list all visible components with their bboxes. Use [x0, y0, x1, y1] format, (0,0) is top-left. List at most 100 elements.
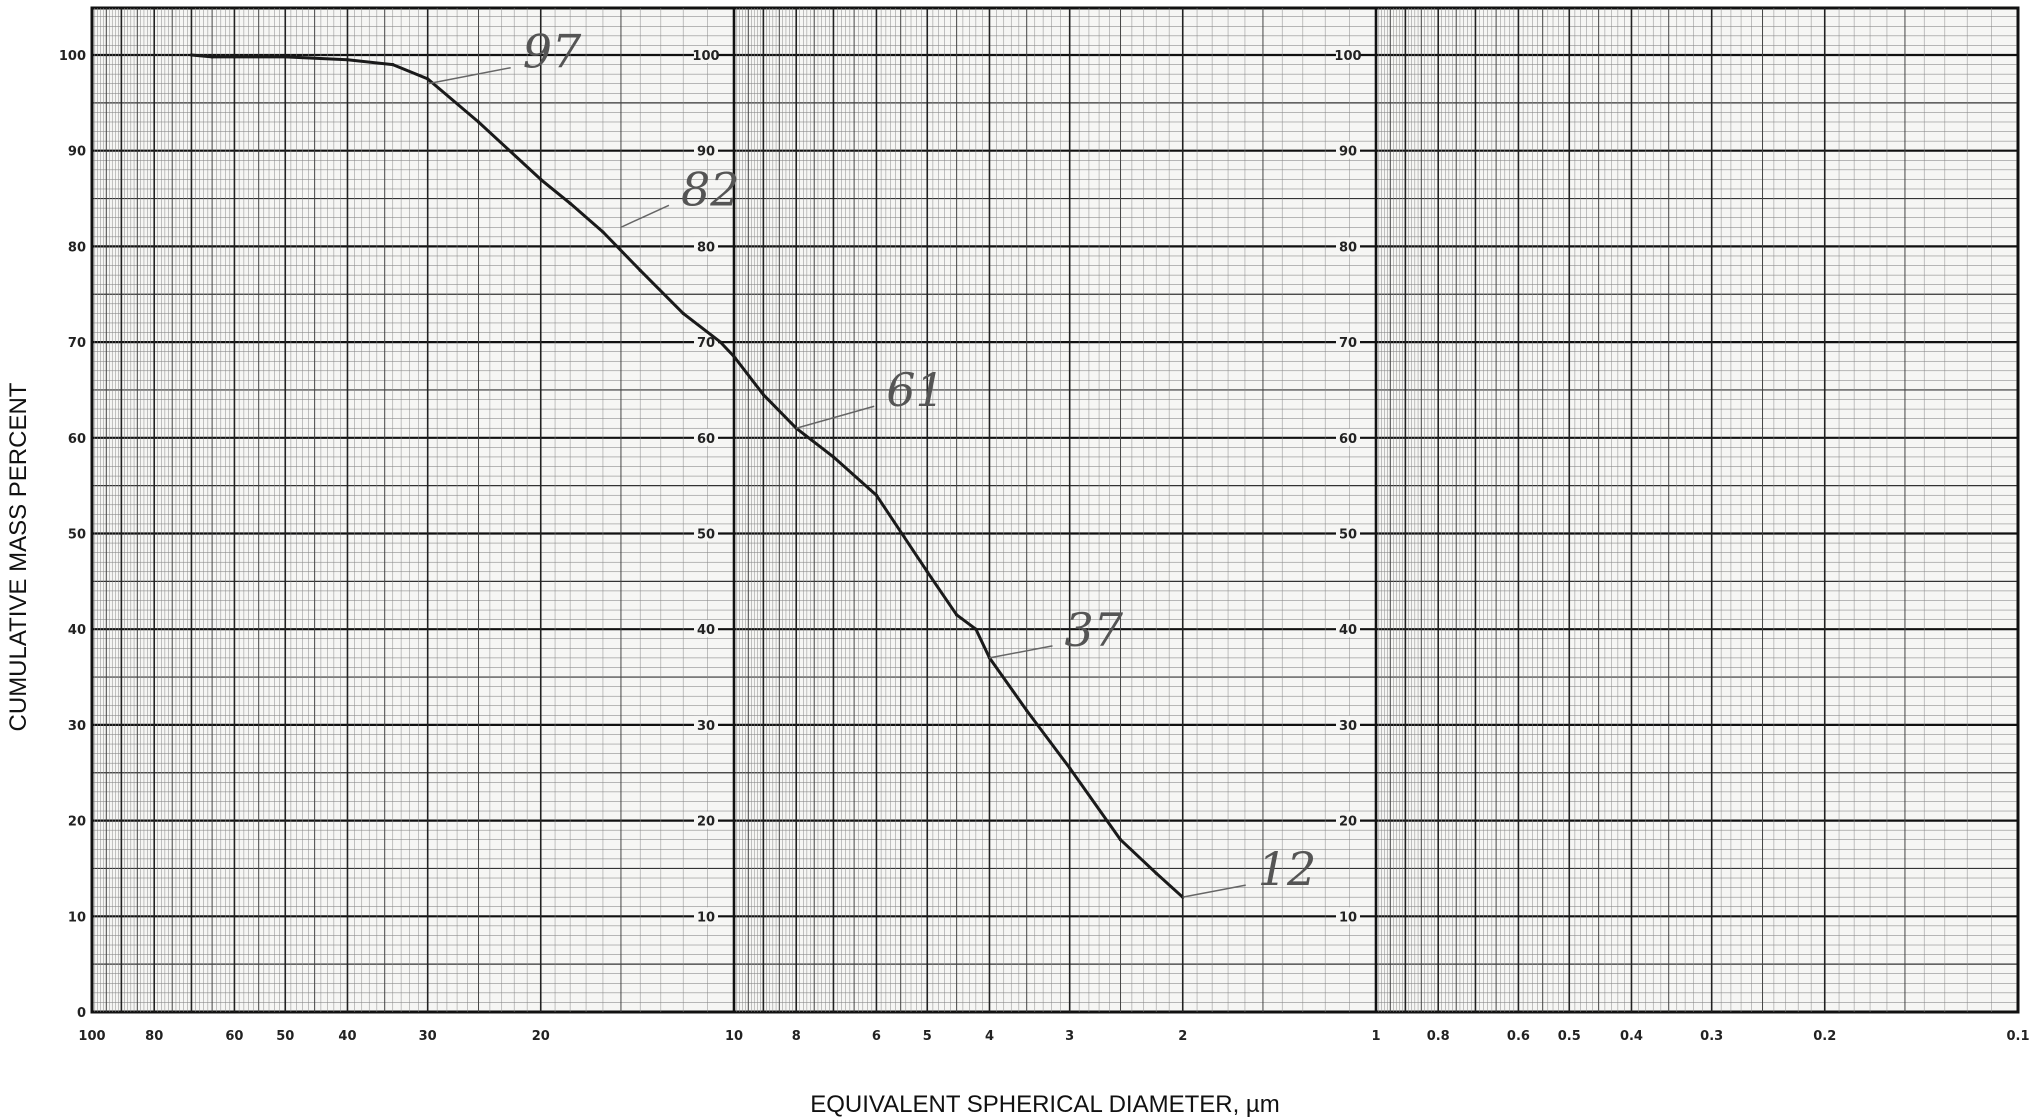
- x-tick-label: 0.2: [1813, 1029, 1836, 1044]
- x-tick-label: 8: [792, 1029, 801, 1044]
- x-tick-label: 6: [872, 1029, 881, 1044]
- y-tick-label: 20: [68, 815, 86, 830]
- annotation-leader: [1182, 884, 1246, 898]
- inner-y-label: 60: [1339, 432, 1357, 447]
- data-point: [925, 570, 929, 574]
- inner-label-bg: [1336, 46, 1360, 63]
- inner-label-bg: [694, 620, 718, 638]
- annotation-label: 82: [681, 162, 740, 216]
- annotation-label: 12: [1258, 842, 1317, 896]
- x-tick-label: 30: [419, 1029, 437, 1044]
- data-point: [874, 493, 879, 497]
- inner-label-bg: [694, 907, 718, 925]
- data-point: [601, 230, 605, 234]
- inner-y-label: 80: [1339, 240, 1357, 255]
- data-point: [974, 627, 978, 631]
- inner-y-label: 40: [1339, 623, 1357, 638]
- data-point: [761, 393, 765, 397]
- inner-y-label: 20: [1339, 815, 1357, 830]
- inner-label-bg: [1336, 715, 1360, 733]
- x-tick-label: 10: [725, 1029, 743, 1044]
- x-tick-label: 100: [78, 1029, 105, 1044]
- inner-y-label: 100: [692, 49, 719, 64]
- annotation-label: 61: [886, 363, 945, 417]
- data-point: [232, 55, 237, 59]
- data-point: [1068, 766, 1072, 770]
- inner-y-label: 80: [697, 240, 715, 255]
- inner-y-label: 70: [1339, 336, 1357, 351]
- inner-y-label: 90: [1339, 145, 1357, 160]
- data-point: [638, 268, 642, 272]
- data-point: [476, 120, 481, 124]
- data-point: [345, 58, 350, 62]
- annotation-label: 37: [1064, 603, 1123, 657]
- annotations: 97 82 61 37 12: [427, 25, 1317, 898]
- data-point: [189, 53, 194, 57]
- data-point: [681, 311, 685, 315]
- x-tick-label: 80: [145, 1029, 163, 1044]
- data-point: [568, 201, 572, 205]
- inner-label-bg: [1336, 237, 1360, 255]
- data-point: [391, 62, 395, 67]
- inner-y-label: 30: [1339, 719, 1357, 734]
- data-point: [426, 77, 430, 81]
- inner-y-label: 10: [1339, 910, 1357, 925]
- annotation-leader: [620, 204, 670, 228]
- inner-y-label: 50: [1339, 528, 1357, 543]
- inner-label-bg: [1336, 524, 1360, 542]
- data-series: [189, 53, 1185, 899]
- y-tick-label: 10: [68, 910, 86, 925]
- x-tick-label: 4: [985, 1029, 994, 1044]
- inner-label-bg: [1336, 428, 1360, 446]
- inner-label-bg: [1336, 811, 1360, 829]
- inner-y-label: 20: [697, 815, 715, 830]
- data-point: [210, 55, 214, 59]
- y-tick-label: 40: [68, 623, 86, 638]
- y-tick-label: 70: [68, 336, 86, 351]
- y-tick-label: 80: [68, 240, 86, 255]
- inner-y-label: 40: [697, 623, 715, 638]
- y-tick-label: 30: [68, 719, 86, 734]
- x-tick-label: 20: [532, 1029, 550, 1044]
- y-axis-title: CUMULATIVE MASS PERCENT: [5, 382, 32, 731]
- cumulative-curve: [191, 53, 1184, 899]
- inner-y-label: 60: [697, 432, 715, 447]
- inner-label-bg: [694, 237, 718, 255]
- inner-y-label: 70: [697, 336, 715, 351]
- x-tick-label: 1: [1371, 1029, 1380, 1044]
- chart-grid: [90, 6, 2020, 1014]
- inner-y-label: 50: [697, 528, 715, 543]
- data-point: [718, 340, 722, 344]
- x-tick-label: 3: [1065, 1029, 1074, 1044]
- data-point: [283, 55, 287, 59]
- data-point: [831, 455, 836, 459]
- x-tick-label: 0.1: [2006, 1029, 2029, 1044]
- axis-ticks: 100 80 60 50 40 30 20 10 8 6 5 4 3 2 1 0.8 0.6 0.5 0.4 0.3 0…: [59, 46, 2030, 1044]
- y-tick-label: 0: [77, 1006, 86, 1021]
- inner-label-bg: [1336, 141, 1360, 159]
- x-tick-label: 0.6: [1507, 1029, 1530, 1044]
- x-tick-label: 40: [338, 1029, 356, 1044]
- inner-label-bg: [694, 524, 718, 542]
- inner-y-label: 10: [697, 910, 715, 925]
- x-tick-label: 0.5: [1558, 1029, 1581, 1044]
- inner-label-bg: [1336, 620, 1360, 638]
- x-tick-label: 50: [276, 1029, 294, 1044]
- y-tick-label: 60: [68, 432, 86, 447]
- inner-y-label: 100: [1334, 49, 1361, 64]
- y-tick-label: 100: [59, 49, 86, 64]
- inner-y-label: 30: [697, 719, 715, 734]
- inner-label-bg: [1336, 333, 1360, 351]
- inner-label-bg: [1336, 907, 1360, 925]
- annotation-leader: [796, 405, 875, 429]
- data-point: [539, 177, 543, 182]
- data-point: [732, 354, 736, 359]
- x-axis-title: EQUIVALENT SPHERICAL DIAMETER, µm: [810, 1091, 1279, 1118]
- y-tick-label: 50: [68, 528, 86, 543]
- annotation-label: 97: [523, 25, 582, 79]
- inner-y-label: 90: [697, 145, 715, 160]
- inner-label-bg: [694, 141, 718, 159]
- inner-label-bg: [694, 428, 718, 446]
- x-tick-label: 2: [1178, 1029, 1187, 1044]
- annotation-leader: [427, 66, 511, 85]
